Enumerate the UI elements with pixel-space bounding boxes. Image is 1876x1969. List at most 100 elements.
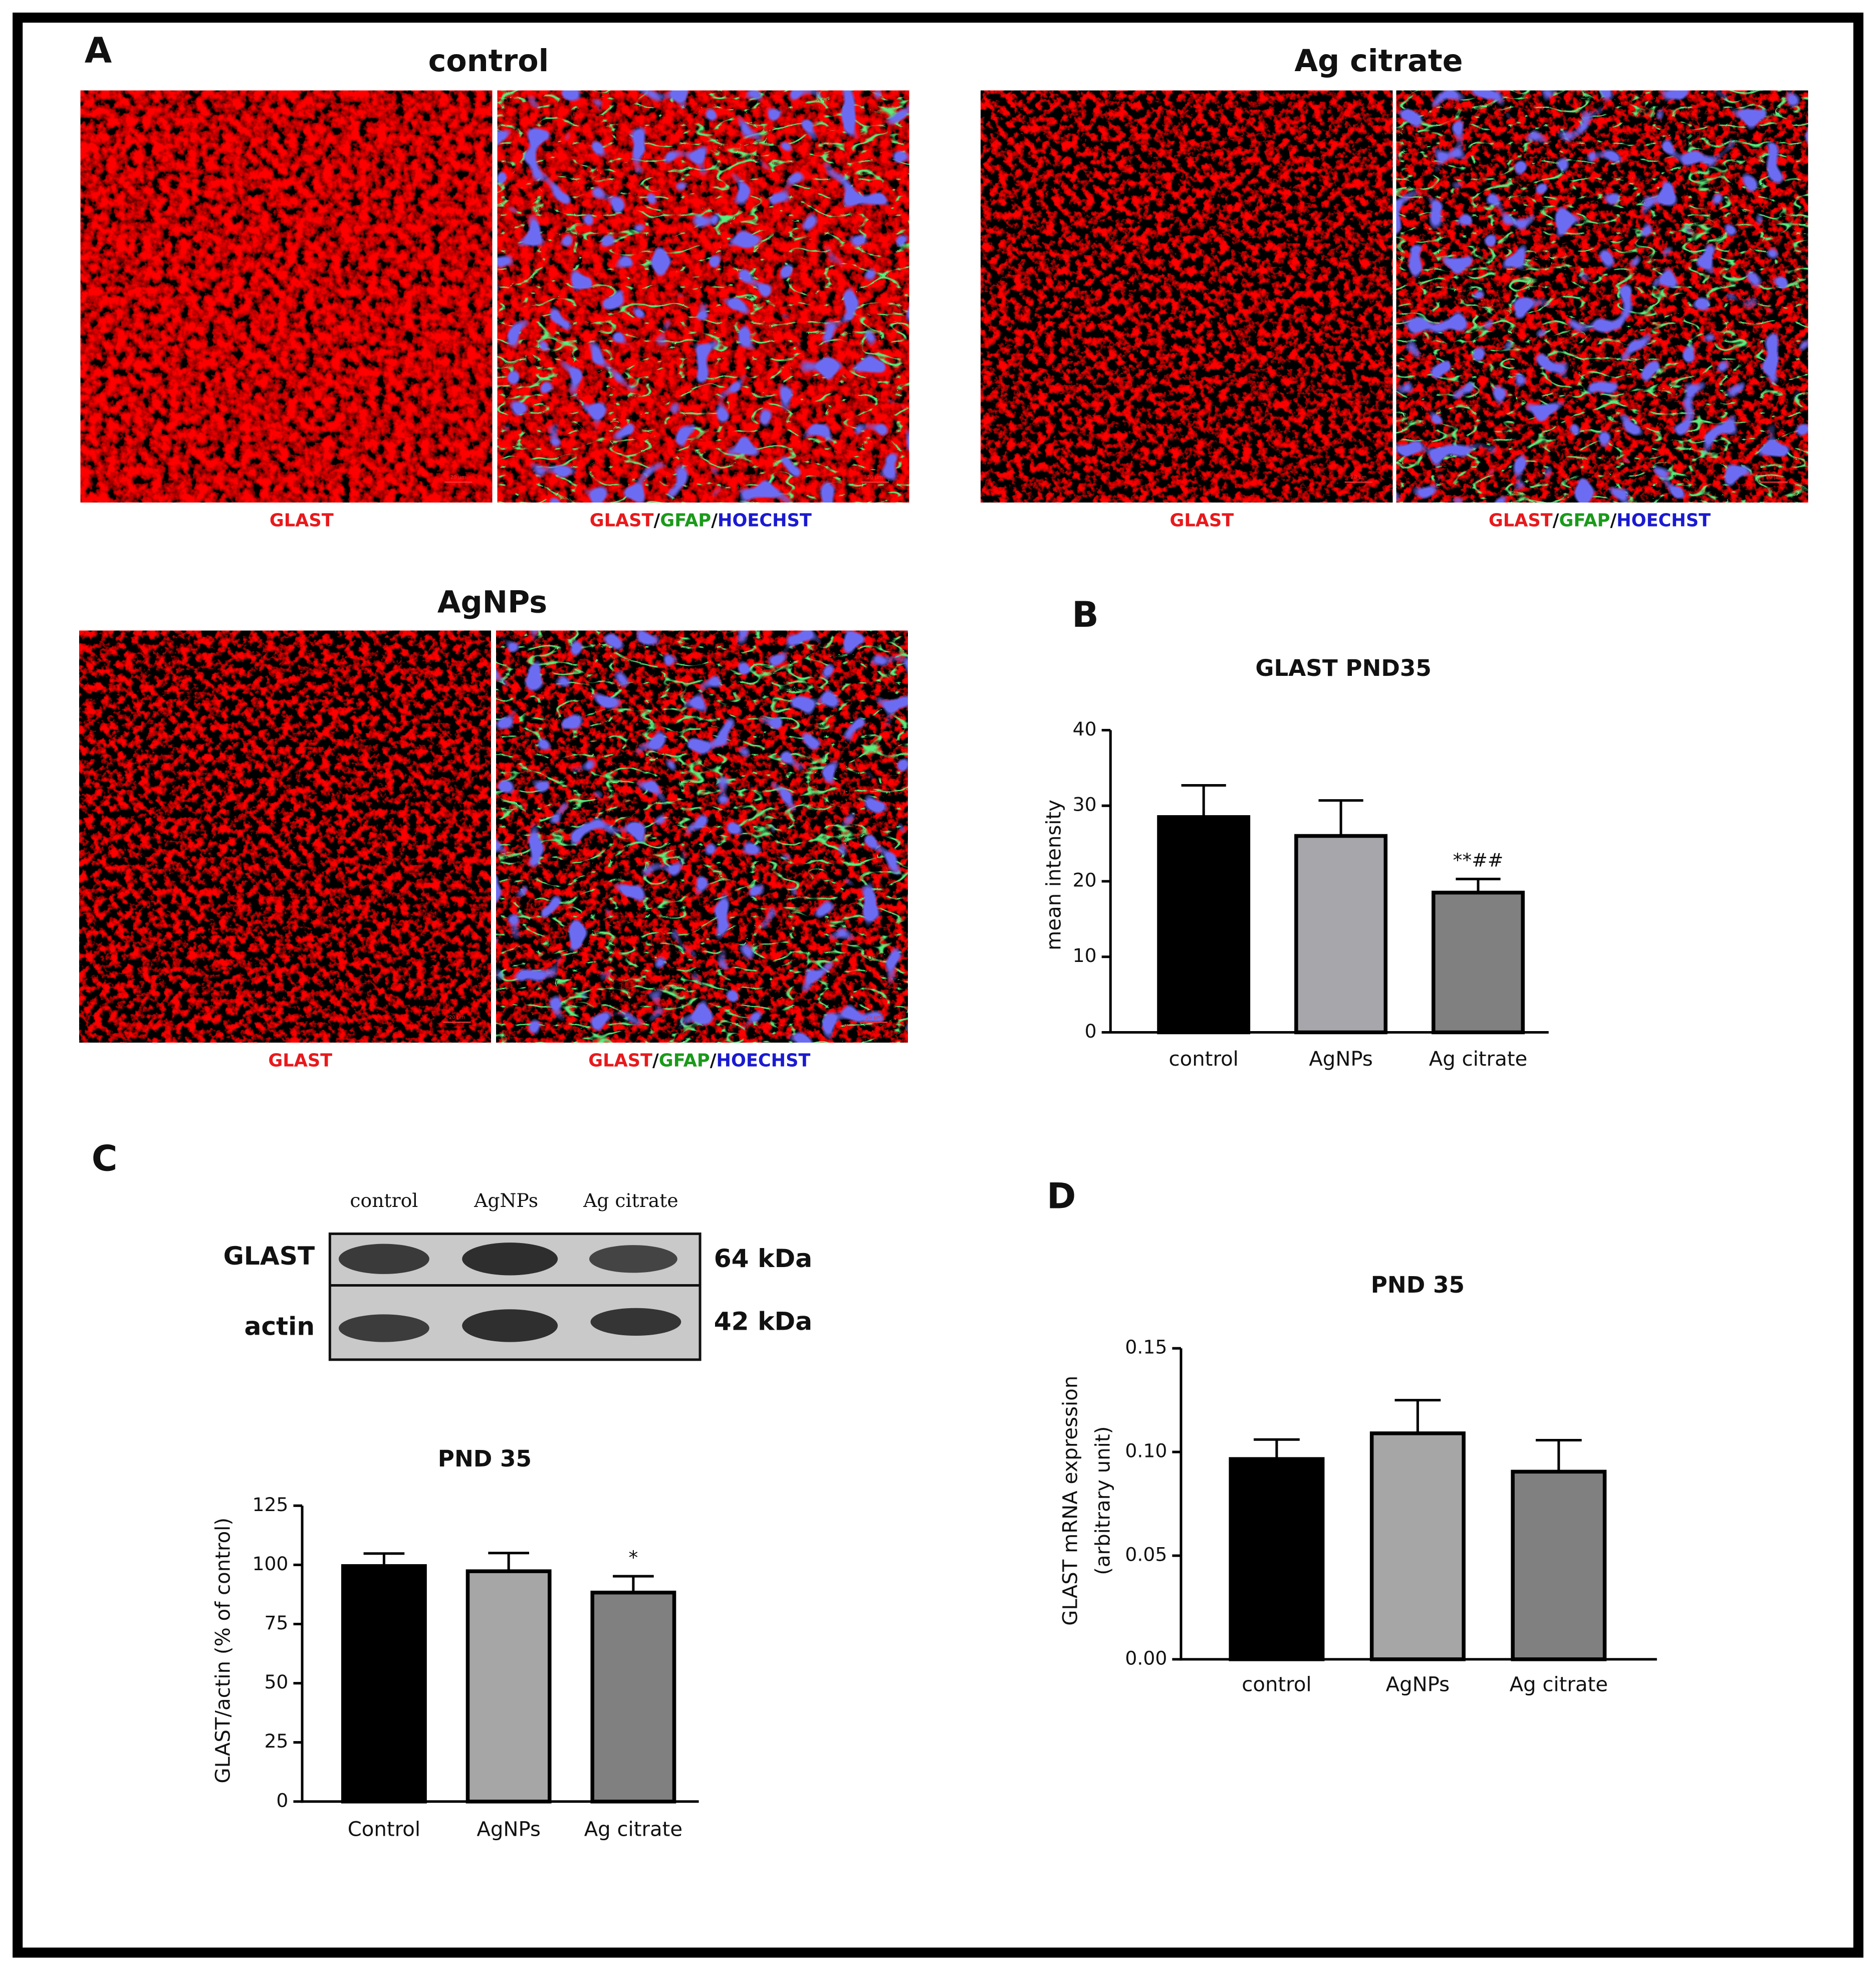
bar [590, 1590, 676, 1804]
lane-label: control [350, 1189, 418, 1211]
lane-label: AgNPs [474, 1189, 538, 1211]
bar [1294, 834, 1388, 1035]
protein-label: GLAST [223, 1241, 315, 1271]
error-bar [1318, 799, 1363, 836]
significance: **## [1453, 849, 1504, 871]
y-tick-label: 0 [1085, 1020, 1097, 1042]
lane-label: Ag citrate [583, 1189, 678, 1211]
image-label: GLAST [1170, 510, 1234, 531]
glast-channel [981, 90, 1393, 503]
y-tick-label: 0.05 [1125, 1543, 1167, 1565]
label-part: GFAP [1559, 510, 1610, 531]
error-bar [363, 1552, 405, 1566]
x-tick-label: AgNPs [1386, 1673, 1450, 1696]
panel-label: B [1072, 594, 1099, 635]
bar [1369, 1431, 1466, 1661]
panel-label: C [92, 1138, 118, 1179]
micrograph-title: Ag citrate [1294, 44, 1463, 79]
scale-bar-label: 20 µm [867, 474, 883, 480]
label-part: / [652, 1050, 659, 1071]
image-label: GLAST [270, 510, 334, 531]
bar [341, 1564, 427, 1804]
hoechst-channel [497, 90, 909, 503]
y-tick-label: 0.00 [1125, 1647, 1167, 1669]
chart-title: GLAST PND35 [1255, 655, 1432, 681]
glast-channel [80, 90, 493, 503]
label-part: HOECHST [1616, 510, 1711, 531]
y-axis-label: mean intensity [1043, 800, 1066, 950]
x-tick-label: Ag citrate [1429, 1048, 1527, 1071]
error-bar [1394, 1399, 1441, 1433]
protein-label: actin [244, 1311, 315, 1341]
y-tick-label: 125 [252, 1494, 288, 1516]
y-tick-label: 20 [1073, 869, 1097, 891]
scale-bar-label: 20 µm [449, 1015, 465, 1020]
x-tick-label: control [1242, 1673, 1311, 1696]
y-tick-label: 0.15 [1125, 1336, 1167, 1358]
label-part: GLAST [590, 510, 654, 531]
scale-bar-label: 20 µm [866, 1015, 882, 1020]
error-bar [1535, 1438, 1582, 1472]
label-part: / [711, 510, 718, 531]
error-bar [1456, 877, 1501, 893]
y-axis-label: (arbitrary unit) [1092, 1426, 1115, 1575]
hoechst-channel [496, 630, 908, 1043]
bar [465, 1569, 552, 1804]
y-tick-label: 0 [276, 1789, 288, 1811]
x-tick-label: Ag citrate [584, 1818, 682, 1841]
x-tick-label: Ag citrate [1510, 1673, 1608, 1696]
x-tick-label: Control [348, 1818, 420, 1841]
label-part: HOECHST [718, 510, 812, 531]
label-part: GLAST [1489, 510, 1553, 531]
blot-image [328, 1233, 701, 1361]
y-axis-label: GLAST mRNA expression [1059, 1376, 1082, 1626]
bar [1229, 1457, 1325, 1661]
label-part: / [654, 510, 660, 531]
y-axis-label: GLAST/actin (% of control) [211, 1518, 234, 1784]
bar [1511, 1469, 1607, 1661]
bar [1431, 890, 1525, 1035]
band-size: 42 kDa [714, 1306, 812, 1336]
micrograph-title: AgNPs [437, 585, 547, 620]
band-size: 64 kDa [714, 1244, 812, 1273]
chart-title: PND 35 [438, 1445, 532, 1472]
y-tick-label: 30 [1073, 794, 1097, 816]
label-part: / [1553, 510, 1559, 531]
label-part: GLAST [270, 510, 334, 531]
y-tick-label: 10 [1073, 944, 1097, 966]
error-bar [613, 1575, 654, 1593]
y-tick-label: 100 [252, 1553, 288, 1575]
y-tick-label: 75 [264, 1612, 288, 1634]
label-part: HOECHST [717, 1050, 811, 1071]
bar [1157, 815, 1251, 1035]
panel-label: D [1047, 1176, 1076, 1217]
label-part: GFAP [660, 510, 711, 531]
y-tick-label: 40 [1073, 718, 1097, 740]
glast-channel [79, 630, 491, 1043]
image-label: GLAST/GFAP/HOECHST [588, 1050, 810, 1071]
scale-bar-label: 20 µm [1766, 474, 1782, 480]
image-label: GLAST [268, 1050, 332, 1071]
label-part: / [1610, 510, 1616, 531]
y-tick-label: 0.10 [1125, 1440, 1167, 1462]
label-part: GLAST [268, 1050, 332, 1071]
scale-bar-label: 20 µm [1350, 474, 1366, 480]
error-bar [488, 1552, 529, 1572]
image-label: GLAST/GFAP/HOECHST [590, 510, 812, 531]
image-label: GLAST/GFAP/HOECHST [1489, 510, 1711, 531]
error-bar [1254, 1438, 1300, 1459]
hoechst-channel [1396, 90, 1808, 503]
label-part: GFAP [659, 1050, 710, 1071]
significance: * [628, 1546, 638, 1568]
error-bar [1181, 784, 1226, 817]
micrograph-title: control [428, 44, 549, 79]
chart-title: PND 35 [1371, 1272, 1465, 1298]
label-part: GLAST [1170, 510, 1234, 531]
panel-label: A [85, 30, 112, 71]
label-part: / [710, 1050, 717, 1071]
x-tick-label: AgNPs [1309, 1048, 1373, 1071]
x-tick-label: AgNPs [477, 1818, 541, 1841]
label-part: GLAST [588, 1050, 652, 1071]
